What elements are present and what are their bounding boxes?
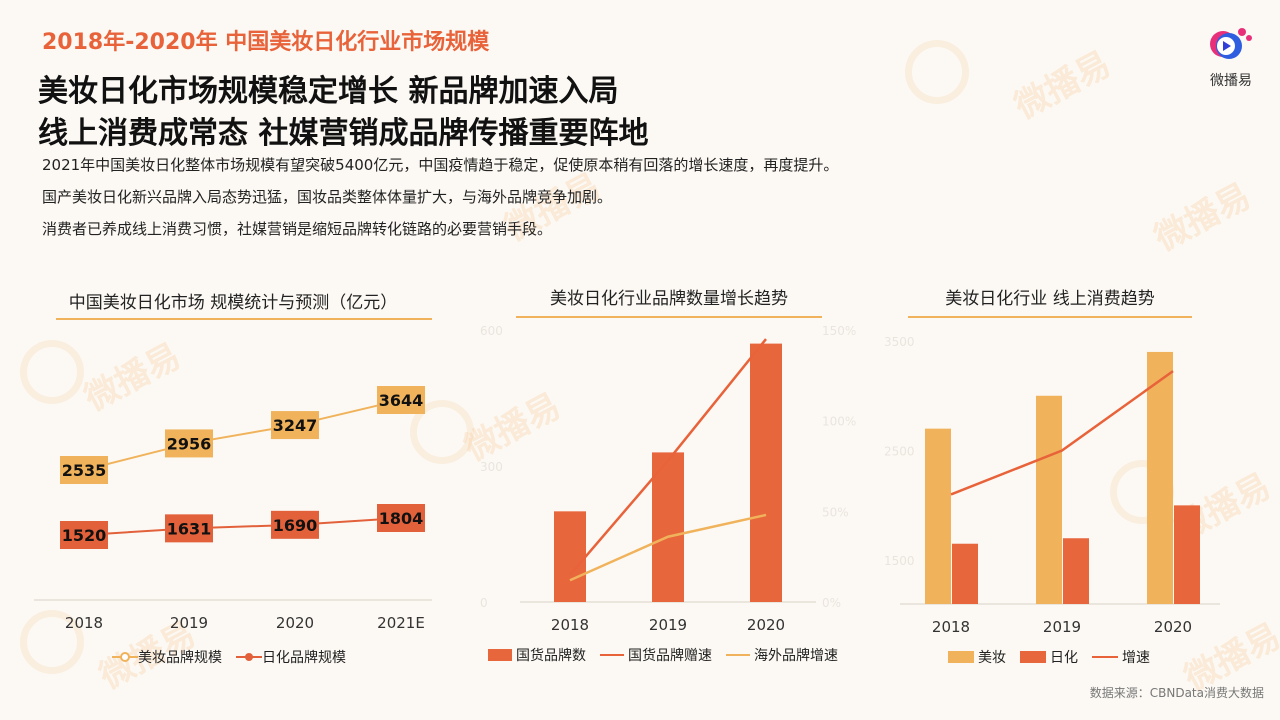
data-label: 2956 [167,434,212,453]
chart2-legend: 国货品牌数 国货品牌赠速 海外品牌增速 [488,645,852,665]
headline-line-2: 线上消费成常态 社媒营销成品牌传播重要阵地 [38,116,649,151]
chart1-legend: 美妆品牌规模 日化品牌规模 [112,647,360,667]
data-label-box [165,429,213,458]
data-label-box [60,456,108,484]
x-tick-label: 2018 [65,614,103,632]
data-label: 1804 [379,509,424,528]
chart1-plot: 2535 2956 3247 3644 1520 1631 1690 1804 2018 2019… [34,386,432,632]
chart3-title: 美妆日化行业 线上消费趋势 [945,289,1155,309]
x-tick-label: 2021E [377,614,425,632]
x-tick-label: 2019 [170,614,208,632]
data-label-box [271,510,319,539]
legend-label: 国货品牌数 [516,648,586,664]
x-tick-label: 2020 [276,614,314,632]
data-label-box [377,386,425,414]
bullet-text-3: 消费者已养成线上消费习惯，社媒营销是缩短品牌转化链路的必要营销手段。 [42,220,553,238]
data-label-box [165,514,213,543]
growth-line-1 [569,338,767,576]
legend-bar-swatch-icon [1020,651,1046,663]
legend-label: 日化品牌规模 [262,650,346,666]
headline-line-1: 美妆日化市场规模稳定增长 新品牌加速入局 [38,74,619,109]
legend-item-beauty-scale: 美妆品牌规模 [112,647,222,667]
bar-daily [1174,505,1200,604]
logo-text: 微播易 [1210,73,1252,89]
legend-line-swatch-icon [726,654,750,656]
legend-item-domestic-growth: 国货品牌赠速 [600,645,712,665]
y-right-tick-label: 0% [822,596,841,610]
series-line-1 [83,399,402,471]
bar-domestic-count [652,452,684,602]
data-label: 1520 [62,526,107,545]
chart2-plot: 0 300 600 0% 50% 100% 150% 2018 2019 2020 [480,324,856,634]
legend-item-daily: 日化 [1020,647,1078,667]
bar-beauty [925,428,951,604]
legend-line-marker-icon [112,652,138,662]
legend-item-daily-scale: 日化品牌规模 [236,647,346,667]
data-label: 2535 [62,461,107,480]
legend-label: 国货品牌赠速 [628,648,712,664]
y-left-tick-label: 1500 [884,554,915,568]
growth-line-2 [569,513,767,582]
bar-domestic-count [554,511,586,602]
y-left-tick-label: 0 [480,596,488,610]
legend-item-domestic-count: 国货品牌数 [488,645,586,665]
chart1-title: 中国美妆日化市场 规模统计与预测（亿元） [68,293,398,313]
chart2-title-underline [516,316,822,318]
legend-line-swatch-icon [1092,656,1118,658]
bar-domestic-count [750,343,782,602]
page-subtitle: 2018年-2020年 中国美妆日化行业市场规模 [42,30,490,55]
data-source-note: 数据来源：CBNData消费大数据 [1089,686,1264,700]
x-tick-label: 2019 [1043,618,1081,636]
growth-line [950,370,1174,496]
chart1-title-underline [56,318,432,320]
play-logo-icon [1210,28,1252,59]
y-left-tick-label: 2500 [884,445,915,459]
watermark-badge-icon [905,40,969,104]
legend-label: 增速 [1122,650,1150,666]
bar-beauty [1147,351,1173,604]
y-left-tick-label: 600 [480,324,503,338]
x-tick-label: 2020 [1154,618,1192,636]
data-label-box [60,521,108,549]
legend-label: 海外品牌增速 [754,648,838,664]
legend-label: 日化 [1050,650,1078,666]
chart2-title: 美妆日化行业品牌数量增长趋势 [550,289,788,309]
bar-beauty [1036,395,1062,604]
bar-daily [1063,538,1089,604]
x-tick-label: 2018 [932,618,970,636]
legend-line-marker-icon [236,653,262,661]
watermark-text: 微播易 [1008,43,1118,128]
brand-logo: 微播易 [1204,22,1264,92]
data-label-box [377,504,425,532]
y-left-tick-label: 300 [480,460,503,474]
legend-line-swatch-icon [600,654,624,656]
chart3-title-underline [908,316,1192,318]
legend-label: 美妆品牌规模 [138,650,222,666]
chart3-legend: 美妆 日化 增速 [948,647,1164,667]
y-left-tick-label: 3500 [884,335,915,349]
legend-bar-swatch-icon [948,651,974,663]
bullet-text-2: 国产美妆日化新兴品牌入局态势迅猛，国妆品类整体体量扩大，与海外品牌竞争加剧。 [42,188,613,206]
watermark-text: 微播易 [1148,175,1258,260]
y-right-tick-label: 100% [822,415,856,429]
legend-label: 美妆 [978,650,1006,666]
series-line-2 [83,517,402,536]
x-tick-label: 2018 [551,616,589,634]
legend-item-overseas-growth: 海外品牌增速 [726,645,838,665]
data-label-box [271,411,319,440]
y-right-tick-label: 50% [822,505,849,519]
data-label: 1690 [273,516,318,535]
legend-item-beauty: 美妆 [948,647,1006,667]
data-label: 1631 [167,519,212,538]
legend-item-growth: 增速 [1092,647,1150,667]
bullet-text-1: 2021年中国美妆日化整体市场规模有望突破5400亿元，中国疫情趋于稳定，促使原… [42,156,839,174]
chart3-plot: 1500 2500 3500 2018 2019 2020 [884,335,1220,636]
x-tick-label: 2020 [747,616,785,634]
y-right-tick-label: 150% [822,324,856,338]
legend-bar-swatch-icon [488,649,512,661]
bar-daily [952,543,978,604]
data-label: 3644 [379,391,424,410]
x-tick-label: 2019 [649,616,687,634]
data-label: 3247 [273,416,318,435]
